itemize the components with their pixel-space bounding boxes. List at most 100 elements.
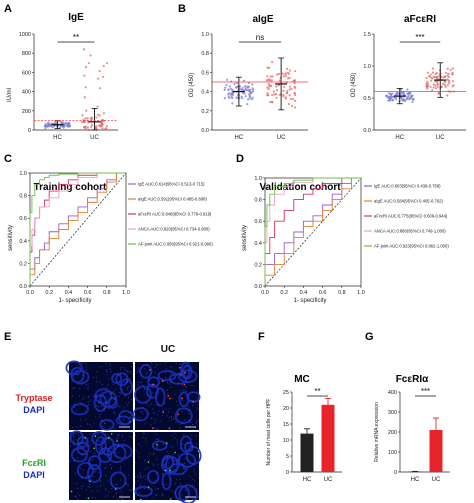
nucleus bbox=[166, 456, 168, 458]
nucleus bbox=[107, 396, 109, 398]
data-point bbox=[68, 123, 71, 126]
x-tick-label-uc: UC bbox=[90, 135, 99, 141]
nucleus bbox=[125, 403, 127, 405]
nucleus bbox=[190, 385, 192, 387]
nucleus bbox=[136, 451, 138, 453]
nucleus bbox=[111, 488, 113, 490]
nucleus bbox=[156, 446, 159, 448]
nucleus bbox=[97, 490, 99, 492]
nucleus bbox=[179, 427, 181, 429]
nucleus bbox=[150, 372, 152, 374]
data-point bbox=[290, 87, 293, 90]
crypt-structure bbox=[147, 469, 160, 484]
nucleus bbox=[105, 466, 107, 468]
data-point bbox=[268, 85, 271, 88]
nucleus bbox=[148, 404, 150, 406]
y-axis-label-validation: sensitivity bbox=[242, 225, 248, 251]
nucleus bbox=[176, 412, 178, 414]
nucleus bbox=[78, 395, 80, 397]
nucleus bbox=[187, 465, 189, 468]
nucleus bbox=[171, 435, 173, 437]
nucleus bbox=[104, 446, 106, 449]
nucleus bbox=[192, 485, 194, 487]
nucleus bbox=[116, 437, 118, 440]
data-point bbox=[436, 75, 440, 78]
reference-diagonal bbox=[264, 177, 362, 287]
nucleus bbox=[96, 376, 98, 378]
nucleus bbox=[82, 485, 84, 487]
nucleus bbox=[198, 391, 200, 393]
data-point bbox=[105, 61, 108, 65]
panel-label-c: C bbox=[4, 153, 12, 165]
data-point bbox=[241, 86, 244, 89]
data-point bbox=[447, 75, 450, 79]
nucleus bbox=[137, 369, 139, 372]
nucleus bbox=[170, 446, 172, 448]
nucleus bbox=[127, 380, 129, 382]
nucleus bbox=[195, 435, 197, 437]
nucleus bbox=[81, 362, 83, 364]
nucleus bbox=[100, 405, 103, 408]
nucleus bbox=[135, 491, 137, 493]
nucleus bbox=[94, 452, 96, 454]
nucleus bbox=[152, 443, 154, 445]
nucleus bbox=[120, 466, 122, 468]
nucleus bbox=[162, 460, 164, 462]
nucleus bbox=[180, 443, 182, 445]
nucleus bbox=[105, 369, 108, 371]
data-point bbox=[87, 62, 91, 65]
x-tick-label: 0.2 bbox=[45, 290, 53, 296]
nucleus bbox=[187, 405, 189, 407]
data-point bbox=[405, 98, 408, 101]
nucleus bbox=[192, 391, 194, 393]
nucleus bbox=[119, 470, 121, 472]
data-point bbox=[294, 86, 297, 89]
nucleus bbox=[174, 482, 176, 485]
nucleus bbox=[119, 487, 121, 490]
nucleus bbox=[180, 384, 182, 386]
x-tick-label: 0.4 bbox=[65, 290, 73, 296]
nucleus bbox=[186, 386, 188, 388]
nucleus bbox=[82, 381, 84, 383]
tryptase-signal bbox=[167, 395, 170, 397]
nucleus bbox=[189, 476, 191, 478]
nucleus bbox=[174, 491, 177, 493]
nucleus bbox=[184, 443, 186, 446]
data-point bbox=[443, 75, 446, 79]
nucleus bbox=[91, 490, 93, 492]
nucleus bbox=[189, 409, 191, 411]
tryptase-signal bbox=[168, 427, 171, 430]
y-tick-label: 0.4 bbox=[19, 239, 27, 245]
nucleus bbox=[101, 384, 104, 386]
nucleus bbox=[186, 458, 188, 460]
nucleus bbox=[156, 488, 158, 490]
nucleus bbox=[137, 494, 139, 496]
panel-label-e: E bbox=[4, 331, 11, 343]
x-tick-label-hc: HC bbox=[53, 135, 62, 141]
nucleus bbox=[98, 401, 100, 403]
legend-validation: IgE AUC:0.603(95%CI 0.438-0.768) aIgE AUC… bbox=[364, 184, 449, 249]
nucleus bbox=[158, 410, 160, 413]
nucleus bbox=[145, 402, 147, 404]
nucleus bbox=[114, 413, 116, 415]
nucleus bbox=[176, 441, 178, 443]
data-point bbox=[271, 61, 274, 64]
nucleus bbox=[130, 489, 132, 491]
nucleus bbox=[186, 381, 188, 384]
nucleus bbox=[186, 441, 189, 444]
data-point bbox=[426, 82, 429, 85]
nucleus bbox=[139, 474, 141, 476]
nucleus bbox=[89, 486, 91, 488]
nucleus bbox=[93, 456, 95, 458]
nucleus bbox=[113, 455, 115, 457]
data-point bbox=[96, 105, 99, 108]
nucleus bbox=[102, 425, 104, 427]
nucleus bbox=[73, 404, 75, 406]
nucleus bbox=[91, 459, 93, 461]
nucleus bbox=[73, 406, 76, 409]
nucleus bbox=[117, 452, 119, 454]
nucleus bbox=[169, 490, 171, 492]
nucleus bbox=[81, 443, 83, 445]
nucleus bbox=[111, 482, 113, 484]
nucleus bbox=[165, 447, 167, 449]
